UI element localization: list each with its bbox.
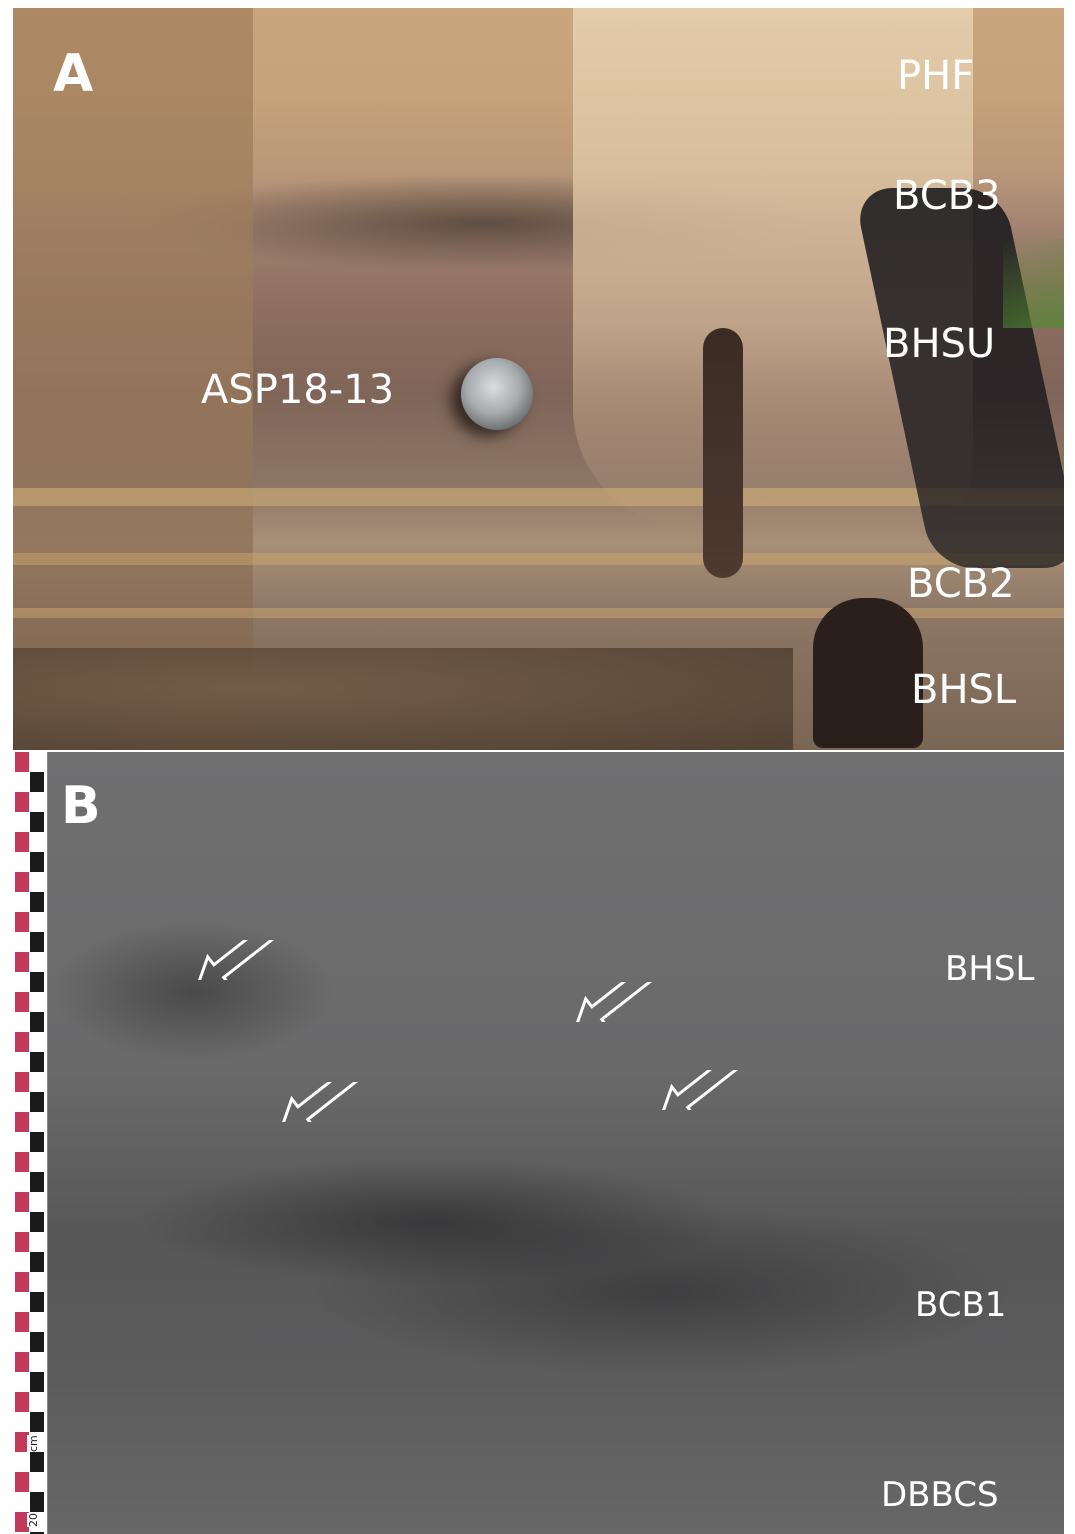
arrow-icon [278, 1082, 361, 1122]
crevice [703, 328, 743, 578]
scale-bar: cm 20 [13, 752, 48, 1534]
sediment-band [13, 553, 1064, 565]
arrow-icon [572, 982, 655, 1022]
panel-letter-b: B [61, 776, 101, 836]
sediment-outcrop-left [13, 8, 253, 750]
scale-unit: cm [27, 1435, 40, 1452]
arrow-icon [658, 1070, 741, 1110]
photo-panel-b: cm 20 B BHSL BCB1 DBBCS [13, 752, 1064, 1534]
dark-cavity [813, 598, 923, 748]
photo-panel-a: A ASP18-13 PHF BCB3 BHSU BCB2 BHSL [13, 8, 1064, 750]
layer-label-dbbcs: DBBCS [881, 1475, 999, 1515]
layer-label-bcb3: BCB3 [893, 173, 1001, 219]
grass-patch [1003, 238, 1064, 328]
panel-letter-a: A [53, 44, 94, 104]
rubble-foreground [13, 648, 793, 750]
scale-mark: 20 [27, 1513, 40, 1527]
scale-bar-red-ticks [15, 752, 29, 1534]
arrow-icon [194, 940, 277, 980]
layer-label-bhsu: BHSU [883, 321, 996, 367]
layer-label-bcb2: BCB2 [907, 561, 1015, 607]
layer-label-bhsl-b: BHSL [945, 949, 1035, 989]
layer-label-bcb1: BCB1 [915, 1285, 1007, 1325]
layer-label-phf: PHF [897, 53, 975, 99]
scale-bar-black-ticks [30, 752, 44, 1534]
layer-label-bhsl: BHSL [911, 667, 1017, 713]
sample-cylinder [461, 358, 533, 430]
sample-label: ASP18-13 [201, 367, 395, 413]
sediment-band [13, 608, 1064, 618]
sediment-band [13, 488, 1064, 506]
